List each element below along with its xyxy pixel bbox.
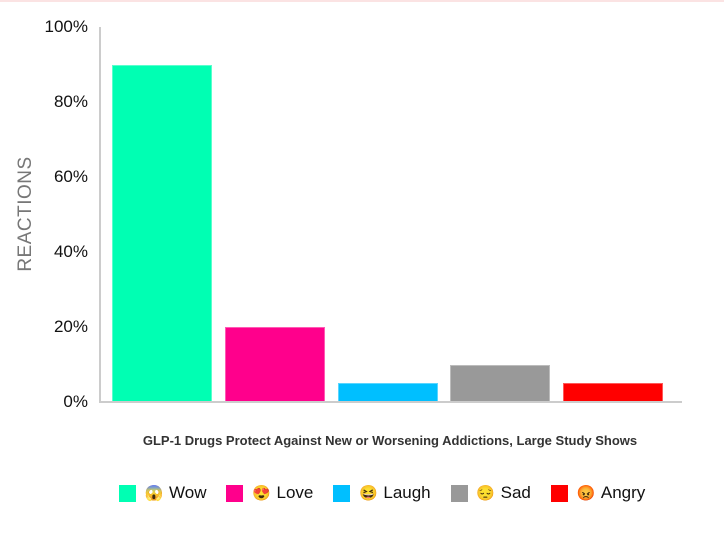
legend-swatch [119,484,136,502]
sad-emoji-icon: 😔 [476,484,495,502]
y-tick-label: 80% [53,92,88,111]
y-tick-label: 60% [53,167,88,186]
legend-item-angry[interactable]: 😡 Angry [550,483,646,503]
y-tick-label: 20% [53,317,88,336]
y-tick-label: 100% [44,17,88,36]
y-tick-label: 40% [53,242,88,261]
angry-emoji-icon: 😡 [576,484,596,502]
legend-label: Laugh [383,483,431,502]
top-border [0,0,724,2]
laugh-emoji-icon: 😆 [359,484,378,502]
legend-item-love[interactable]: 😍 Love [226,483,313,503]
legend: 😱 Wow 😍 Love 😆 Laugh 😔 Sad 😡 Angry [119,482,665,504]
legend-swatch [550,484,568,502]
bar-laugh[interactable] [338,383,438,402]
legend-item-laugh[interactable]: 😆 Laugh [333,483,431,503]
x-axis-line [99,401,682,403]
y-axis-title: REACTIONS [15,156,36,272]
wow-emoji-icon: 😱 [144,484,164,502]
y-tick-label: 0% [63,392,88,411]
x-axis-title: GLP-1 Drugs Protect Against New or Worse… [142,433,638,448]
love-emoji-icon: 😍 [252,484,271,502]
bar-wow[interactable] [112,64,212,402]
legend-item-wow[interactable]: 😱 Wow [119,483,206,503]
legend-label: Love [276,483,314,502]
legend-label: Wow [169,483,207,502]
y-axis-line [99,27,101,403]
legend-swatch [226,484,244,502]
bar-angry[interactable] [563,383,663,402]
bar-sad[interactable] [450,364,550,402]
legend-label: Angry [600,483,646,502]
legend-swatch [450,484,468,502]
legend-item-sad[interactable]: 😔 Sad [450,483,531,503]
legend-label: Sad [500,483,531,502]
legend-swatch [333,484,351,502]
bar-love[interactable] [225,327,325,402]
